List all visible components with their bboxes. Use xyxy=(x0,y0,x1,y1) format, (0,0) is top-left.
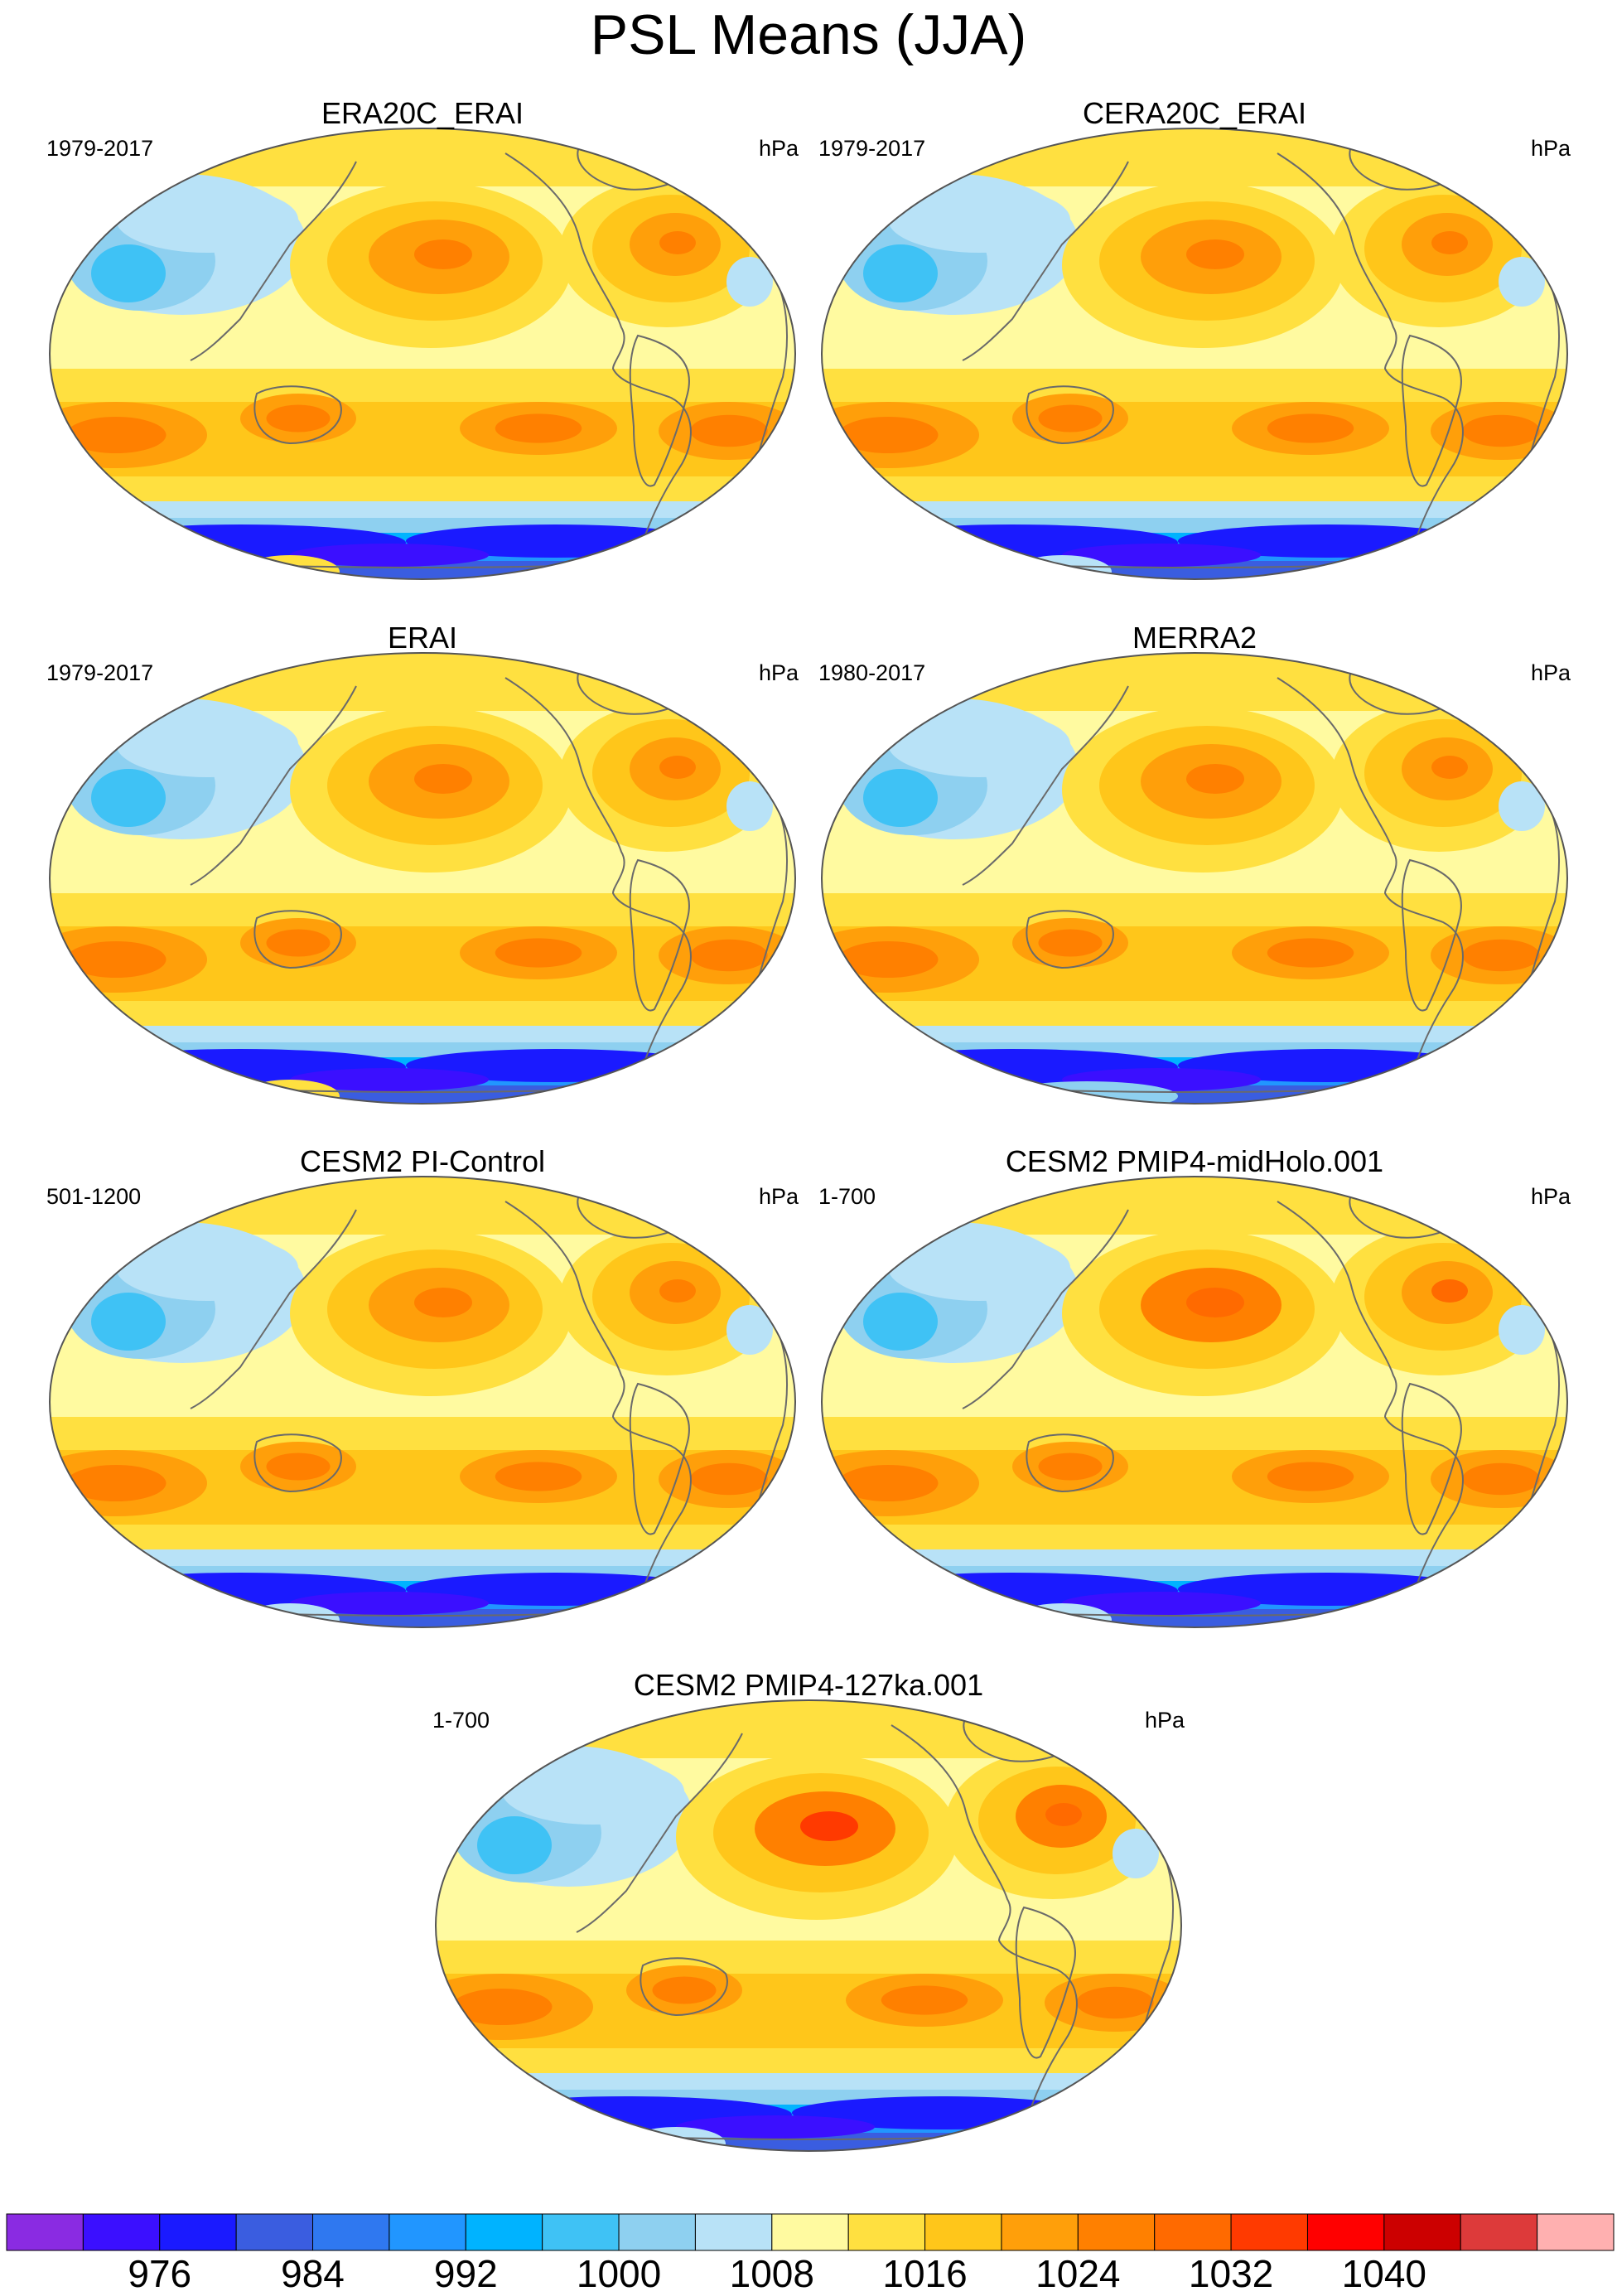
period-label: 1979-2017 xyxy=(46,136,154,161)
period-label: 1-700 xyxy=(432,1708,490,1733)
colorbar-tick-label: 984 xyxy=(281,2252,345,2295)
panel-title: MERRA2 xyxy=(1132,621,1257,655)
psl-map xyxy=(49,1176,796,1628)
colorbar-swatch xyxy=(1537,2213,1615,2251)
map-panel: CESM2 PMIP4-127ka.001 1-700 hPa xyxy=(427,1667,1190,2152)
map-panel: CESM2 PI-Control 501-1200 hPa xyxy=(41,1143,804,1628)
panel-title: CESM2 PMIP4-127ka.001 xyxy=(633,1668,984,1702)
colorbar-swatch xyxy=(618,2213,696,2251)
colorbar-swatch xyxy=(1306,2213,1385,2251)
colorbar-tick-label: 1016 xyxy=(882,2252,967,2295)
colorbar-swatch xyxy=(1383,2213,1461,2251)
colorbar-swatch xyxy=(159,2213,237,2251)
colorbar-tick-label: 1040 xyxy=(1342,2252,1426,2295)
map-panel: ERA20C_ERAI 1979-2017 hPa xyxy=(41,95,804,580)
colorbar-swatch xyxy=(312,2213,390,2251)
units-label: hPa xyxy=(758,136,799,161)
panel-title: CERA20C_ERAI xyxy=(1082,96,1307,130)
units-label: hPa xyxy=(1530,1184,1571,1209)
units-label: hPa xyxy=(1144,1708,1185,1733)
psl-map xyxy=(821,652,1568,1104)
colorbar-swatch xyxy=(847,2213,926,2251)
units-label: hPa xyxy=(1530,136,1571,161)
colorbar-tick-label: 1008 xyxy=(730,2252,814,2295)
colorbar-tick-label: 1000 xyxy=(577,2252,661,2295)
colorbar-swatch xyxy=(1077,2213,1156,2251)
panel-title: CESM2 PI-Control xyxy=(299,1144,546,1178)
units-label: hPa xyxy=(758,1184,799,1209)
colorbar-tick-label: 1024 xyxy=(1035,2252,1120,2295)
map-panel: CESM2 PMIP4-midHolo.001 1-700 hPa xyxy=(813,1143,1576,1628)
colorbar-swatch xyxy=(771,2213,849,2251)
panel-title: ERA20C_ERAI xyxy=(321,96,524,130)
map-panel: CERA20C_ERAI 1979-2017 hPa xyxy=(813,95,1576,580)
units-label: hPa xyxy=(1530,660,1571,685)
psl-map xyxy=(821,1176,1568,1628)
colorbar-swatch xyxy=(1230,2213,1308,2251)
colorbar-swatch xyxy=(6,2213,84,2251)
psl-map xyxy=(821,128,1568,580)
panel-title: CESM2 PMIP4-midHolo.001 xyxy=(1005,1144,1384,1178)
psl-map xyxy=(49,652,796,1104)
period-label: 1979-2017 xyxy=(818,136,926,161)
colorbar-swatch xyxy=(235,2213,314,2251)
psl-map xyxy=(49,128,796,580)
period-label: 1979-2017 xyxy=(46,660,154,685)
colorbar-swatch xyxy=(465,2213,543,2251)
colorbar-swatch xyxy=(542,2213,620,2251)
map-panel: MERRA2 1980-2017 hPa xyxy=(813,620,1576,1104)
colorbar-swatch xyxy=(82,2213,161,2251)
period-label: 1980-2017 xyxy=(818,660,926,685)
units-label: hPa xyxy=(758,660,799,685)
psl-map xyxy=(435,1699,1182,2152)
period-label: 501-1200 xyxy=(46,1184,142,1209)
colorbar-swatch xyxy=(1154,2213,1232,2251)
colorbar-swatch xyxy=(1001,2213,1079,2251)
colorbar-tick-label: 976 xyxy=(128,2252,191,2295)
colorbar-tick-label: 1032 xyxy=(1189,2252,1273,2295)
main-title: PSL Means (JJA) xyxy=(590,3,1027,66)
colorbar-swatch xyxy=(389,2213,466,2251)
colorbar-tick-label: 992 xyxy=(434,2252,498,2295)
colorbar-swatch xyxy=(694,2213,773,2251)
period-label: 1-700 xyxy=(818,1184,876,1209)
map-panel: ERAI 1979-2017 hPa xyxy=(41,620,804,1104)
panel-title: ERAI xyxy=(387,621,458,655)
colorbar-swatch xyxy=(1460,2213,1538,2251)
colorbar-swatch xyxy=(924,2213,1002,2251)
